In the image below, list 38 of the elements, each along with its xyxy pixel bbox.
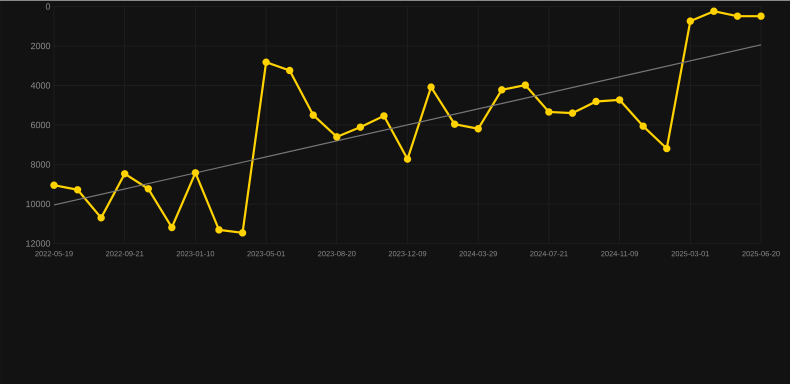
point bbox=[592, 98, 600, 105]
point bbox=[286, 66, 294, 74]
point bbox=[97, 214, 105, 222]
y-tick-label: 8000 bbox=[30, 161, 50, 168]
point bbox=[710, 7, 718, 15]
point bbox=[568, 109, 576, 117]
point bbox=[639, 122, 647, 130]
point bbox=[498, 86, 506, 94]
y-tick-label: 2000 bbox=[30, 42, 50, 49]
point bbox=[427, 83, 435, 91]
point bbox=[380, 112, 388, 120]
point bbox=[686, 17, 694, 25]
point bbox=[144, 184, 152, 192]
y-tick-label: 6000 bbox=[30, 122, 50, 128]
point bbox=[545, 108, 553, 116]
point bbox=[262, 58, 270, 66]
point bbox=[522, 81, 530, 89]
point bbox=[356, 123, 364, 131]
point bbox=[450, 120, 458, 128]
point bbox=[192, 168, 200, 176]
y-tick-label: 12000 bbox=[26, 240, 50, 246]
point bbox=[404, 155, 412, 163]
point bbox=[168, 224, 176, 231]
point bbox=[74, 186, 82, 194]
point bbox=[310, 111, 317, 119]
point bbox=[238, 228, 246, 236]
point bbox=[121, 170, 128, 178]
point bbox=[215, 226, 223, 234]
point bbox=[663, 144, 670, 152]
point bbox=[616, 96, 624, 104]
point bbox=[757, 12, 765, 20]
point bbox=[734, 12, 742, 20]
y-tick-label: 10000 bbox=[26, 200, 50, 207]
point bbox=[50, 181, 58, 189]
y-tick-label: 0 bbox=[46, 3, 50, 10]
y-tick-label: 4000 bbox=[30, 82, 50, 88]
point bbox=[333, 132, 341, 140]
point bbox=[474, 124, 482, 132]
